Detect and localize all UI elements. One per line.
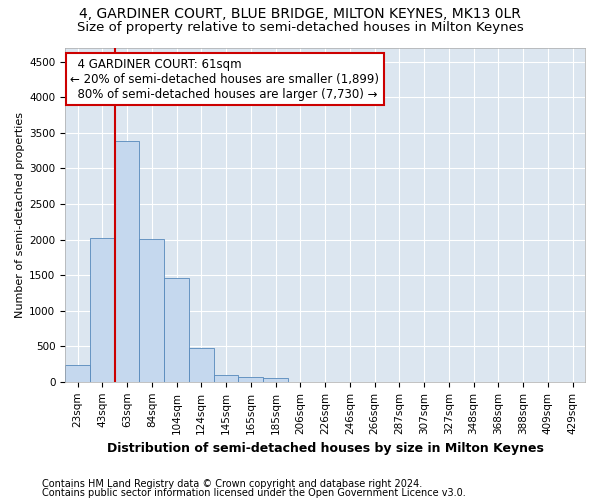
Bar xyxy=(164,278,189,382)
Bar xyxy=(214,374,238,382)
Bar xyxy=(65,366,90,382)
Y-axis label: Number of semi-detached properties: Number of semi-detached properties xyxy=(15,112,25,318)
Text: 4, GARDINER COURT, BLUE BRIDGE, MILTON KEYNES, MK13 0LR: 4, GARDINER COURT, BLUE BRIDGE, MILTON K… xyxy=(79,8,521,22)
Text: Contains public sector information licensed under the Open Government Licence v3: Contains public sector information licen… xyxy=(42,488,466,498)
Bar xyxy=(263,378,288,382)
Bar xyxy=(90,238,115,382)
Bar xyxy=(115,142,139,382)
Bar xyxy=(189,348,214,382)
Bar xyxy=(238,377,263,382)
X-axis label: Distribution of semi-detached houses by size in Milton Keynes: Distribution of semi-detached houses by … xyxy=(107,442,544,455)
Bar xyxy=(139,239,164,382)
Text: Size of property relative to semi-detached houses in Milton Keynes: Size of property relative to semi-detach… xyxy=(77,21,523,34)
Text: 4 GARDINER COURT: 61sqm
← 20% of semi-detached houses are smaller (1,899)
  80% : 4 GARDINER COURT: 61sqm ← 20% of semi-de… xyxy=(70,58,379,100)
Text: Contains HM Land Registry data © Crown copyright and database right 2024.: Contains HM Land Registry data © Crown c… xyxy=(42,479,422,489)
